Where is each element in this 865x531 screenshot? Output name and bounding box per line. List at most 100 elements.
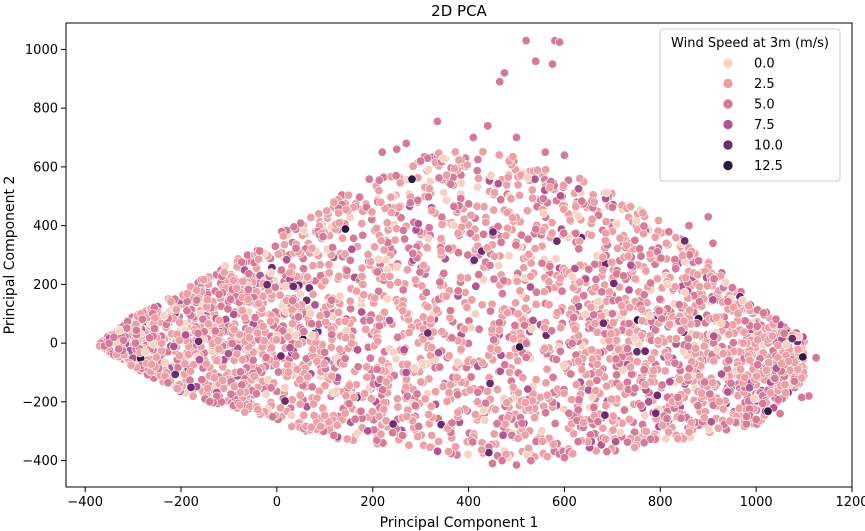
data-point <box>538 194 548 204</box>
data-point <box>570 324 580 334</box>
data-point <box>547 59 557 69</box>
data-point <box>515 286 525 296</box>
data-point <box>542 451 552 461</box>
data-point <box>656 253 666 263</box>
data-point <box>481 398 491 408</box>
data-point <box>271 359 281 369</box>
data-point <box>340 353 350 363</box>
data-point <box>607 309 617 319</box>
data-point <box>282 255 292 265</box>
data-point <box>654 306 664 316</box>
data-point <box>310 300 320 310</box>
data-point <box>435 277 445 287</box>
data-point <box>513 433 523 443</box>
data-point <box>492 419 502 429</box>
data-point <box>527 193 537 203</box>
data-point <box>415 267 425 277</box>
data-point <box>515 190 525 200</box>
data-point <box>497 289 507 299</box>
data-point <box>299 410 309 420</box>
data-point <box>483 121 493 131</box>
data-point <box>539 323 549 333</box>
data-point <box>370 242 380 252</box>
data-point <box>146 359 156 369</box>
data-point <box>676 325 686 335</box>
data-point <box>340 249 350 259</box>
data-point <box>314 209 324 219</box>
data-point <box>451 442 461 452</box>
data-point <box>624 414 634 424</box>
data-point <box>541 408 551 418</box>
data-point <box>662 414 672 424</box>
data-point <box>531 224 541 234</box>
data-point <box>556 323 566 333</box>
data-point <box>408 249 418 259</box>
plot-frame <box>65 22 853 488</box>
data-point <box>521 36 531 46</box>
data-point <box>249 371 259 381</box>
data-point <box>203 319 213 329</box>
data-point <box>777 359 787 369</box>
data-point <box>253 404 263 414</box>
legend-entry-label: 12.5 <box>754 159 783 174</box>
data-point <box>571 294 581 304</box>
data-point <box>410 363 420 373</box>
data-point <box>741 419 751 429</box>
data-point <box>601 188 611 198</box>
data-point <box>589 197 599 207</box>
data-point <box>636 400 646 410</box>
data-point <box>335 344 345 354</box>
data-point <box>574 244 584 254</box>
data-point <box>477 300 487 310</box>
data-point <box>114 344 124 354</box>
data-point <box>424 409 434 419</box>
data-point <box>545 261 555 271</box>
data-point <box>150 313 160 323</box>
data-point <box>413 219 423 229</box>
data-point <box>287 305 297 315</box>
data-point <box>324 260 334 270</box>
data-point <box>511 298 521 308</box>
data-point <box>728 302 738 312</box>
data-point <box>358 279 368 289</box>
data-point <box>376 236 386 246</box>
data-point <box>462 302 472 312</box>
data-point <box>567 272 577 282</box>
data-point <box>764 358 774 368</box>
data-point <box>740 373 750 383</box>
data-point <box>353 362 363 372</box>
data-point <box>716 369 726 379</box>
legend-marker <box>722 139 734 151</box>
x-tick-label: 0 <box>273 495 281 510</box>
data-point <box>494 318 504 328</box>
data-point <box>348 233 358 243</box>
data-point <box>396 213 406 223</box>
data-point <box>638 229 648 239</box>
data-point <box>571 228 581 238</box>
data-point <box>194 336 204 346</box>
data-point <box>363 250 373 260</box>
data-point <box>235 400 245 410</box>
data-point <box>201 359 211 369</box>
data-point <box>284 367 294 377</box>
data-point <box>240 312 250 322</box>
data-point <box>573 437 583 447</box>
data-point <box>392 262 402 272</box>
data-point <box>532 165 542 175</box>
data-point <box>425 442 435 452</box>
data-point <box>423 165 433 175</box>
data-point <box>600 236 610 246</box>
data-point <box>541 378 551 388</box>
data-point <box>552 308 562 318</box>
data-point <box>550 419 560 429</box>
data-point <box>410 401 420 411</box>
data-point <box>574 184 584 194</box>
data-point <box>481 217 491 227</box>
data-point <box>564 408 574 418</box>
data-point <box>382 218 392 228</box>
data-point <box>377 147 387 157</box>
data-point <box>733 309 743 319</box>
data-point <box>243 294 253 304</box>
data-point <box>418 334 428 344</box>
data-point <box>474 270 484 280</box>
